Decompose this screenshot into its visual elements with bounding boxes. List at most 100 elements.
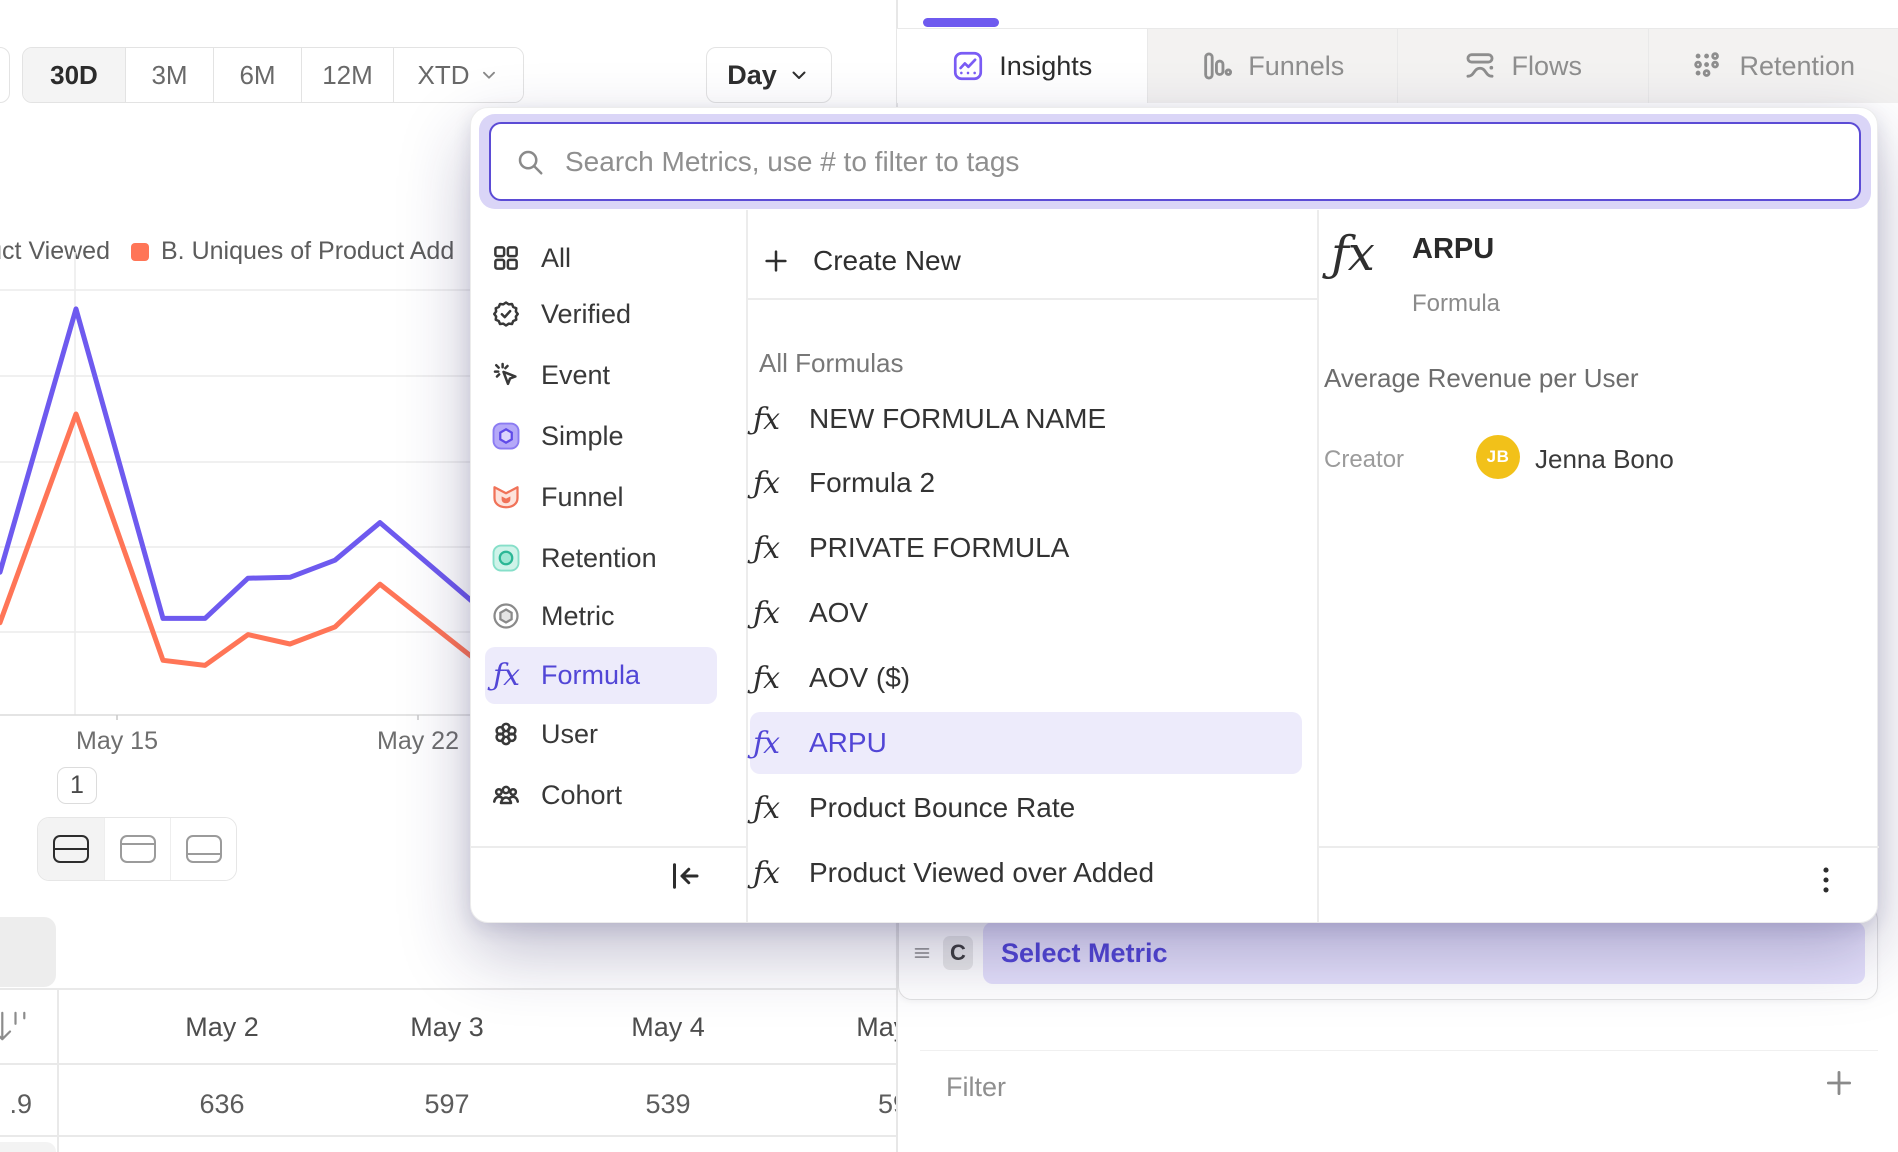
- category-metric[interactable]: Metric: [491, 591, 727, 641]
- tab-label: Retention: [1739, 50, 1856, 81]
- funnel-icon: [491, 482, 521, 512]
- search-input[interactable]: Search Metrics, use # to filter to tags: [489, 122, 1861, 201]
- select-metric-button[interactable]: Select Metric: [983, 922, 1865, 984]
- category-user[interactable]: User: [491, 709, 727, 759]
- detail-title: ARPU: [1412, 233, 1495, 265]
- avatar: JB: [1476, 435, 1520, 479]
- time-range-label: XTD: [417, 59, 470, 90]
- category-label: Verified: [541, 298, 632, 329]
- table-row-divider: [0, 1135, 896, 1137]
- x-axis-label: May 15: [76, 727, 158, 755]
- legend-item-a[interactable]: A. Uniques of Product Viewed: [0, 237, 110, 269]
- kebab-menu-icon[interactable]: [1809, 860, 1843, 900]
- create-new-button[interactable]: Create New: [761, 239, 961, 283]
- table-cell: 636: [199, 1089, 245, 1119]
- formula-fx-icon: ƒx: [753, 790, 780, 826]
- formula-item[interactable]: ƒx ARPU: [750, 712, 1302, 774]
- table-row-label-pill: [0, 917, 56, 987]
- table-header-divider: [0, 1063, 896, 1065]
- detail-footer-divider: [1317, 846, 1879, 848]
- layout-bottom-button[interactable]: [170, 818, 236, 880]
- category-label: Cohort: [541, 779, 623, 810]
- clause-letter-badge[interactable]: C: [943, 936, 973, 970]
- tab-funnels[interactable]: Funnels: [1146, 29, 1397, 103]
- table-column-header[interactable]: May 4: [631, 1012, 705, 1042]
- granularity-dropdown[interactable]: Day: [706, 47, 832, 103]
- filter-section-label: Filter: [946, 1072, 1006, 1102]
- category-label: Formula: [541, 660, 641, 690]
- metric-icon: [491, 601, 521, 631]
- chevron-down-icon: [478, 64, 500, 86]
- tab-insights[interactable]: Insights: [897, 29, 1147, 103]
- select-metric-label: Select Metric: [1001, 937, 1168, 968]
- time-range-segmented-control: 30D 3M 6M 12M XTD: [22, 47, 524, 103]
- active-tab-indicator: [923, 18, 999, 27]
- table-column-header[interactable]: May 2: [185, 1012, 259, 1042]
- filter-section-divider: [920, 1050, 1878, 1051]
- formula-item[interactable]: ƒx AOV: [753, 585, 1303, 641]
- layout-top-button[interactable]: [104, 818, 170, 880]
- grid-icon: [491, 243, 521, 273]
- table-column-header[interactable]: May 5: [856, 1012, 896, 1042]
- detail-type: Formula: [1412, 290, 1501, 317]
- time-range-3m[interactable]: 3M: [125, 48, 213, 102]
- category-footer-divider: [471, 846, 746, 848]
- category-label: User: [541, 718, 599, 749]
- search-icon: [515, 147, 545, 177]
- tab-flows[interactable]: Flows: [1397, 29, 1648, 103]
- formula-name: Formula 2: [809, 467, 936, 498]
- plus-icon: [761, 246, 791, 276]
- formula-fx-icon: ƒx: [753, 465, 780, 501]
- time-range-30d[interactable]: 30D: [23, 48, 125, 102]
- add-filter-button[interactable]: [1822, 1066, 1856, 1100]
- formula-name: PRIVATE FORMULA: [809, 532, 1070, 563]
- table-cell: 597: [424, 1089, 470, 1119]
- time-range-xtd[interactable]: XTD: [393, 48, 523, 102]
- creator-label: Creator: [1324, 446, 1405, 473]
- formula-fx-icon: ƒx: [753, 725, 780, 761]
- formula-item[interactable]: ƒx Formula 2: [753, 455, 1303, 511]
- sort-descending-icon[interactable]: [0, 1004, 32, 1048]
- category-retention[interactable]: Retention: [491, 533, 727, 583]
- collapse-sidebar-icon[interactable]: [667, 858, 703, 894]
- user-icon: [491, 719, 521, 749]
- granularity-label: Day: [727, 59, 777, 90]
- category-all[interactable]: All: [491, 233, 727, 283]
- formula-fx-icon: ƒx: [753, 855, 780, 891]
- tab-label: Flows: [1511, 50, 1582, 81]
- pagination-page-button[interactable]: 1: [57, 767, 97, 804]
- category-verified[interactable]: Verified: [491, 289, 727, 339]
- formula-item[interactable]: ƒx AOV ($): [753, 650, 1303, 706]
- drag-handle-icon[interactable]: [911, 942, 933, 964]
- time-range-partial-button[interactable]: [0, 47, 10, 103]
- category-funnel[interactable]: Funnel: [491, 472, 727, 522]
- formula-item[interactable]: ƒx Product Viewed over Added: [753, 845, 1303, 901]
- time-range-6m[interactable]: 6M: [213, 48, 301, 102]
- time-range-12m[interactable]: 12M: [301, 48, 393, 102]
- formula-fx-icon-large: ƒx: [1331, 226, 1375, 282]
- chevron-down-icon: [787, 63, 811, 87]
- category-formula[interactable]: ƒx Formula: [485, 647, 717, 704]
- table-column-header[interactable]: May 3: [410, 1012, 484, 1042]
- legend-label-a: A. Uniques of Product Viewed: [0, 237, 110, 265]
- tab-label: Funnels: [1248, 50, 1345, 81]
- search-focus-ring: Search Metrics, use # to filter to tags: [479, 114, 1871, 209]
- funnels-icon: [1200, 49, 1234, 83]
- formula-item[interactable]: ƒx PRIVATE FORMULA: [753, 520, 1303, 576]
- retention-icon: [491, 543, 521, 573]
- formula-item[interactable]: ƒx Product Bounce Rate: [753, 780, 1303, 836]
- category-simple[interactable]: Simple: [491, 411, 727, 461]
- legend-item-b[interactable]: B. Uniques of Product Add: [131, 237, 454, 266]
- time-range-label: 30D: [50, 59, 98, 90]
- formula-fx-icon: ƒx: [753, 401, 780, 437]
- layout-split-button[interactable]: [38, 818, 104, 880]
- category-label: Event: [541, 359, 611, 390]
- legend-swatch-b: [131, 242, 149, 261]
- category-event[interactable]: Event: [491, 350, 727, 400]
- list-column-border: [1317, 210, 1319, 922]
- category-label: All: [541, 242, 572, 273]
- tab-retention[interactable]: Retention: [1647, 29, 1898, 103]
- category-cohort[interactable]: Cohort: [491, 770, 727, 820]
- formula-name: AOV ($): [809, 662, 911, 693]
- formula-item[interactable]: ƒx NEW FORMULA NAME: [753, 391, 1303, 447]
